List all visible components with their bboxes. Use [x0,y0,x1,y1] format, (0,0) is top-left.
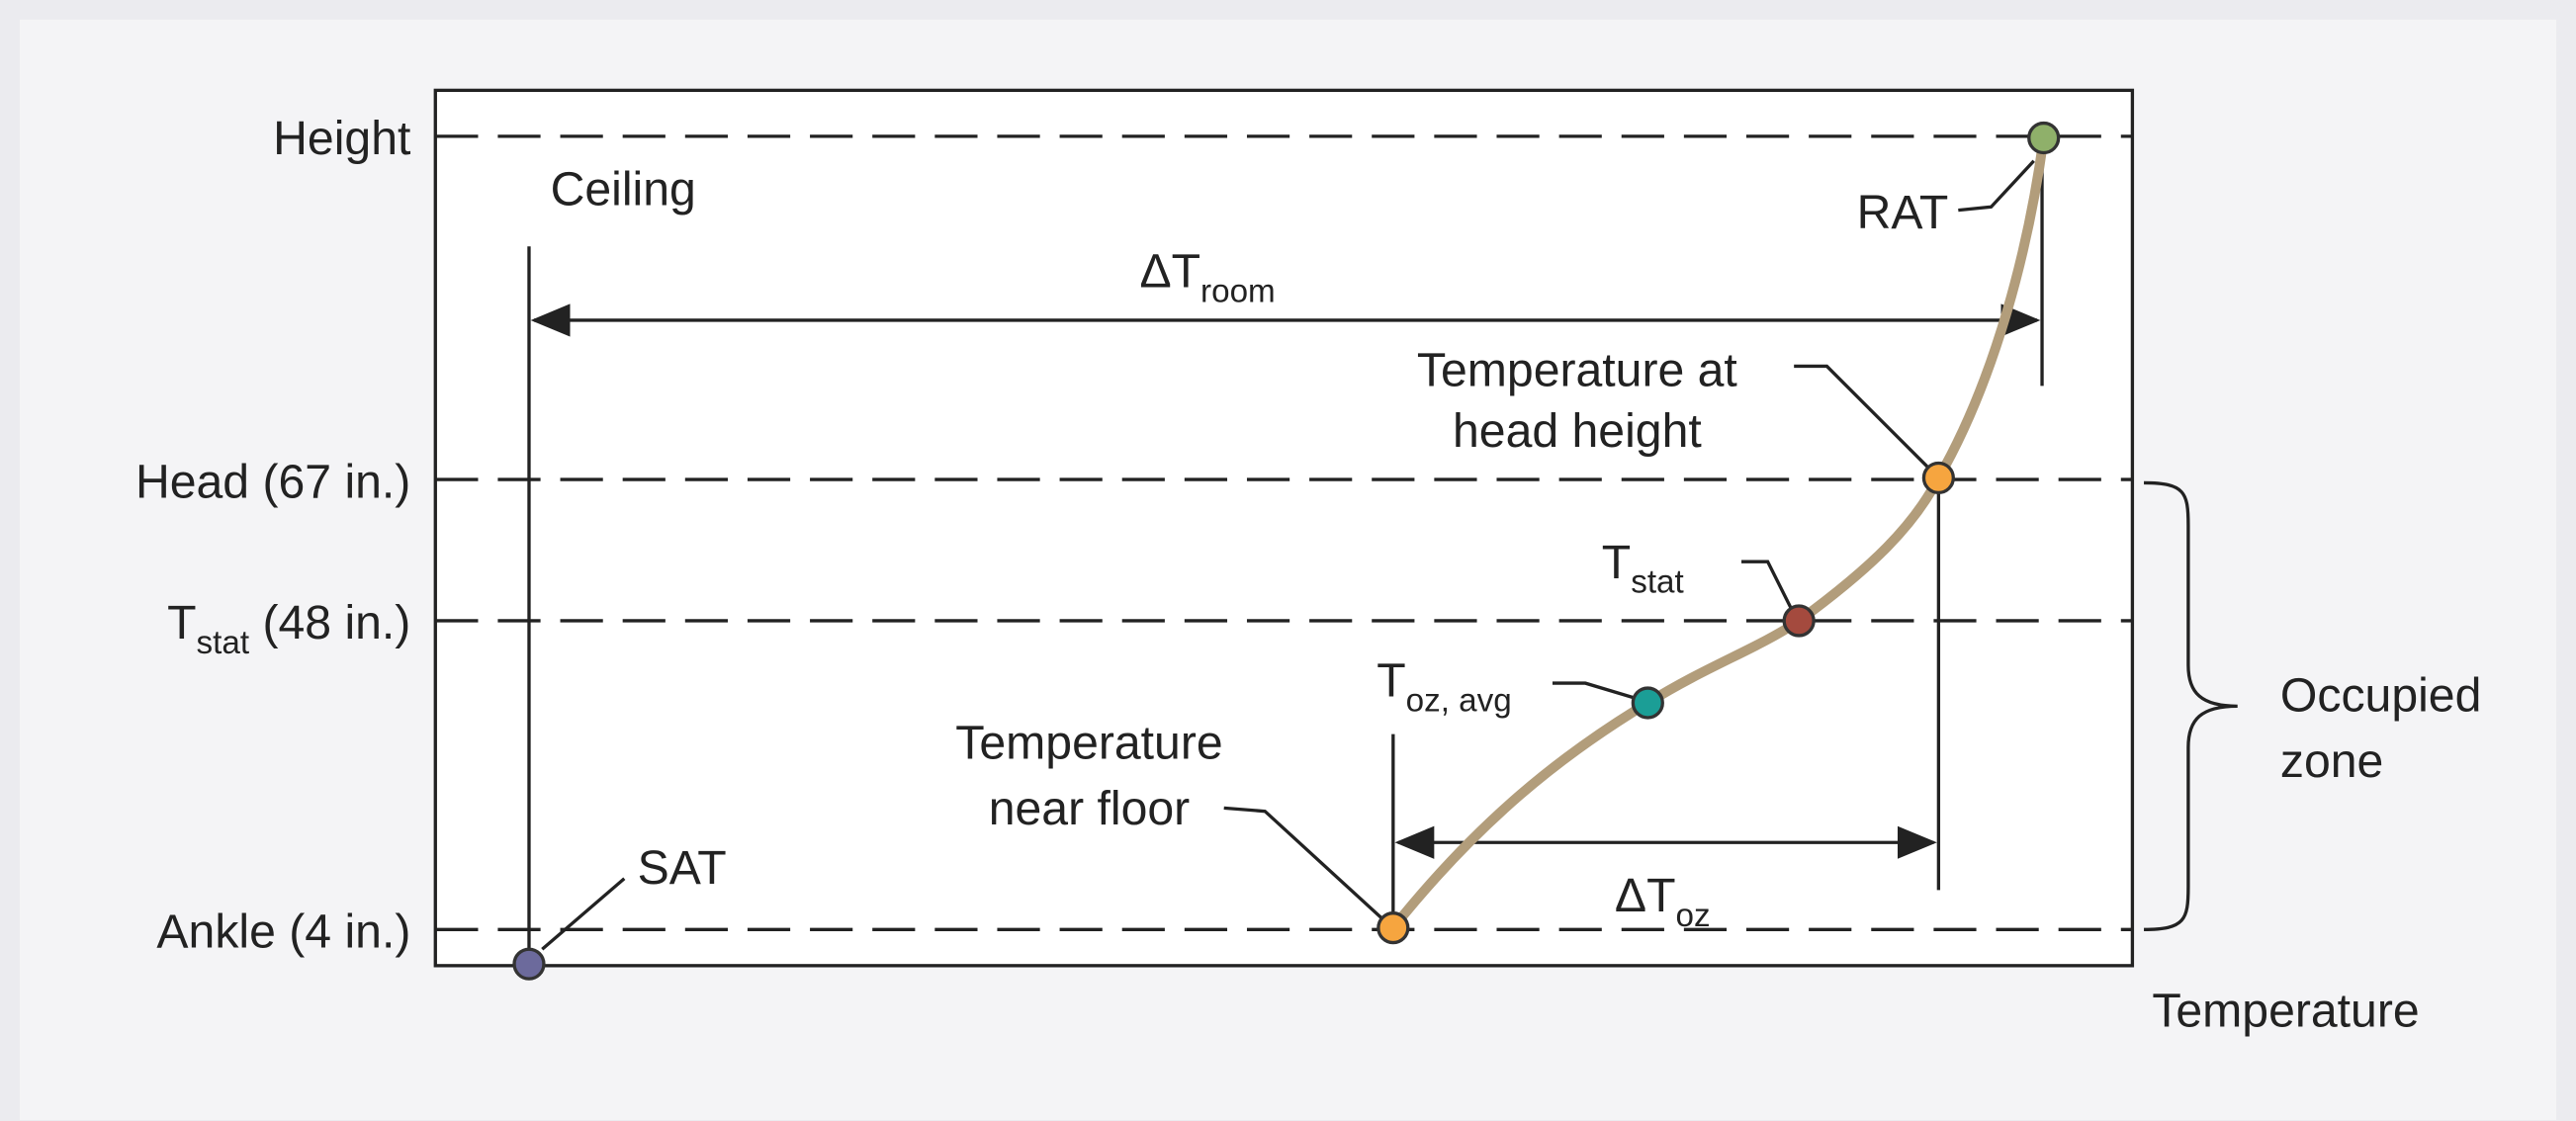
floor-label: near floor [989,782,1190,835]
tstat-label: Tstat [1602,536,1684,601]
rat-label: RAT [1857,186,1949,239]
leader [1958,159,2035,213]
y-label: Tstat (48 in.) [167,596,410,661]
leader [1741,560,1793,609]
chart-box [433,88,2135,968]
label-sub: stat [197,625,250,661]
label-base: ΔT [1139,245,1200,299]
y-label: Height [273,112,411,165]
zone-label: Occupied [2280,668,2481,722]
toz-point [1631,686,1664,720]
leader [1794,364,1930,470]
label-rest: (48 in.) [249,596,410,649]
label-sub: stat [1631,564,1684,601]
floor-label: Temperature [955,717,1222,770]
tstat-point [1782,604,1816,638]
leader [1223,806,1384,921]
floor-point [1377,911,1410,945]
y-label: Ankle (4 in.) [156,905,410,959]
label-sub: room [1200,274,1276,310]
delta-oz-label: ΔToz [1615,869,1711,934]
delta-room-label: ΔTroom [1139,245,1275,310]
sat-label: SAT [638,841,727,895]
toz-label: Toz, avg [1377,653,1512,719]
zone-brace [2144,480,2238,931]
label-base: ΔT [1615,869,1676,922]
ceiling-label: Ceiling [551,163,696,216]
label-base: T [167,596,196,649]
label-base: T [1377,653,1405,707]
zone-label: zone [2280,734,2383,788]
y-label: Head (67 in.) [135,455,410,508]
label-sub: oz [1676,898,1711,934]
rat-point [2027,121,2061,155]
head-label: head height [1453,404,1702,458]
head-point [1921,461,1955,495]
label-sub: oz, avg [1406,682,1512,719]
x-label: Temperature [2152,984,2419,1037]
head-label: Temperature at [1417,343,1737,396]
leader [1552,681,1636,700]
leader [541,877,626,951]
label-base: T [1602,536,1631,589]
sat-point [512,947,546,981]
